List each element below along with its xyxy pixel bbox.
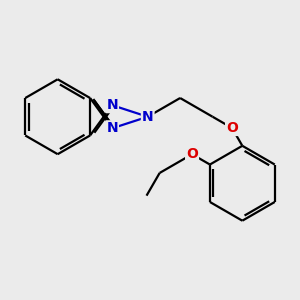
Text: O: O — [186, 147, 198, 161]
Text: N: N — [106, 121, 118, 135]
Text: N: N — [106, 98, 118, 112]
Text: N: N — [142, 110, 154, 124]
Text: O: O — [226, 121, 238, 135]
